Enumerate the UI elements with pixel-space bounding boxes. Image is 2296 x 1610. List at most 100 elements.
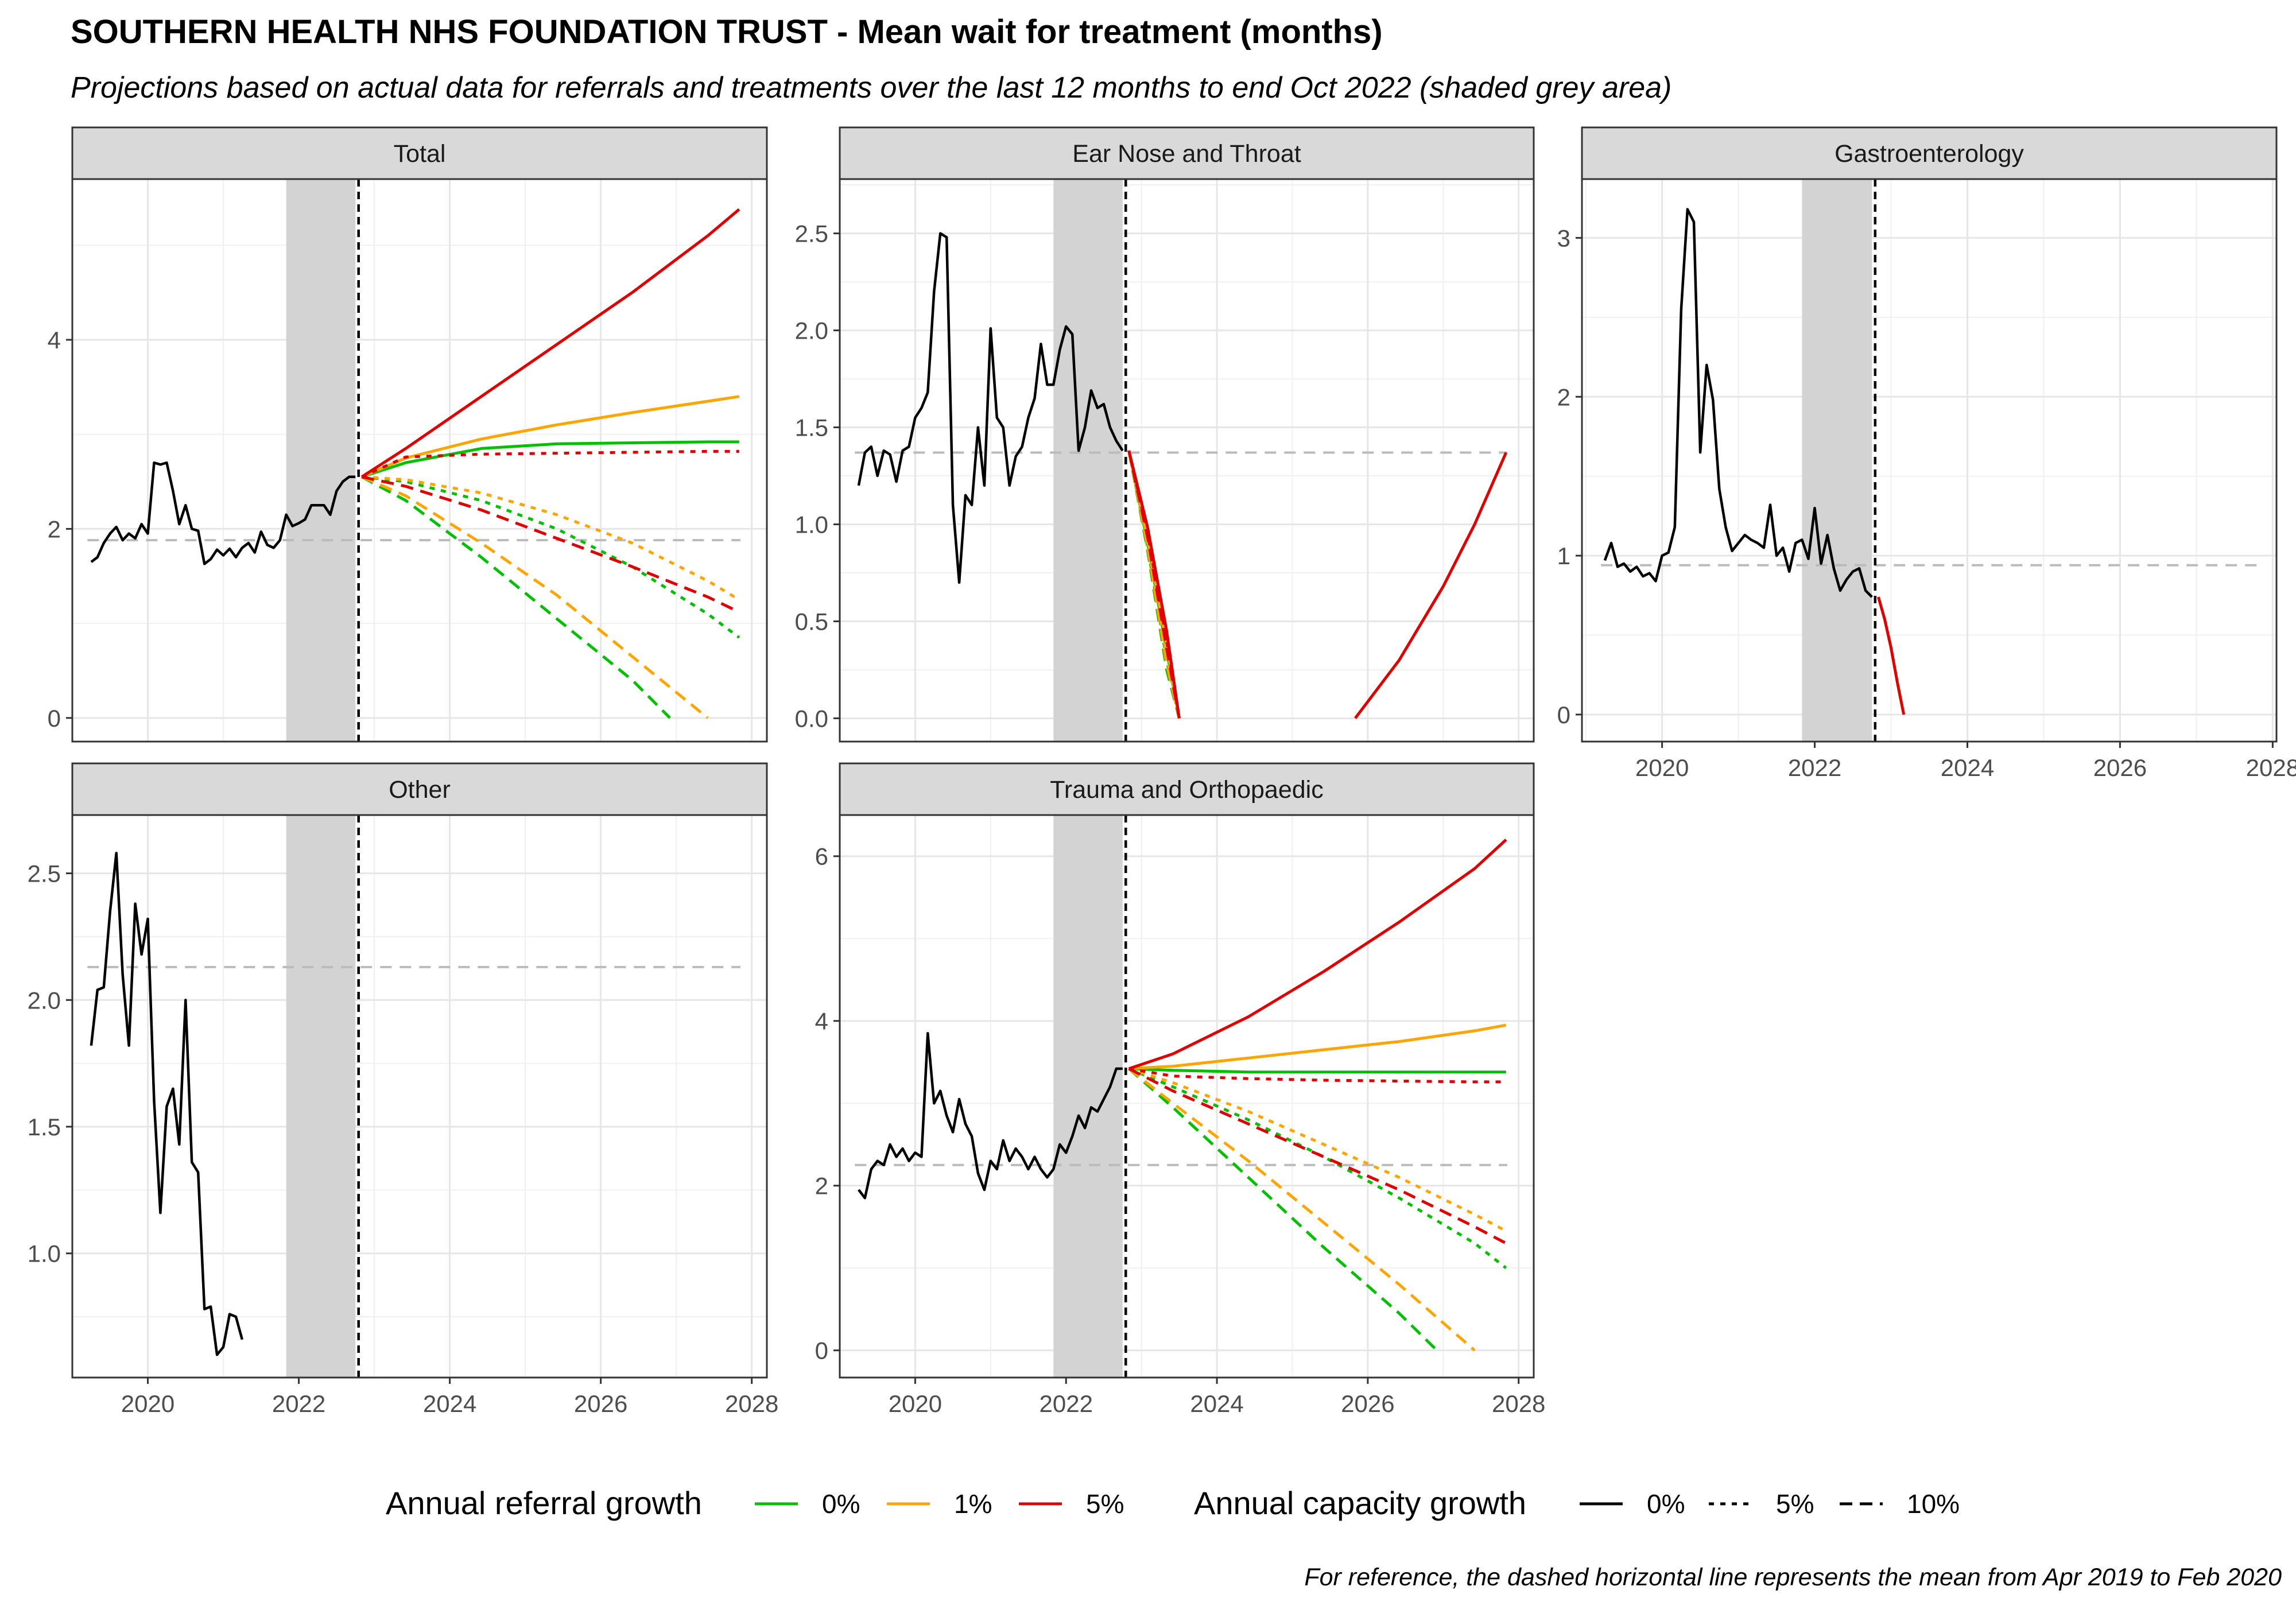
y-tick-label: 1 (1557, 542, 1570, 569)
grid (72, 179, 767, 742)
shaded-period (1802, 179, 1872, 742)
chart-subtitle: Projections based on actual data for ref… (71, 71, 1671, 104)
y-tick-label: 2 (815, 1173, 828, 1200)
strip-background (839, 762, 1535, 816)
panel-gastroenterology: Gastroenterology 0 1 2 3 2020 2022 2024 2026 2028 (1557, 126, 2296, 781)
x-tick-label: 2024 (1941, 754, 1994, 781)
x-tick-label: 2028 (1492, 1390, 1545, 1417)
y-tick-label: 0 (1557, 701, 1570, 728)
projection-line-growth-5-capacity-0 (1127, 450, 1181, 719)
panel-trauma-and-orthopaedic: Trauma and Orthopaedic 0 2 4 6 2020 2022 2024 20… (815, 762, 1545, 1417)
legend-label-capacity-0: 0% (1647, 1489, 1685, 1519)
panel-other: Other 1.0 1.5 2.0 2.5 2020 2022 2024 2026 2028 (28, 762, 778, 1417)
x-tick-label: 2020 (889, 1390, 942, 1417)
y-tick-label: 1.0 (795, 511, 828, 538)
legend-label-capacity-5: 5% (1776, 1489, 1814, 1519)
panel-title: Total (394, 140, 446, 168)
y-tick-label: 1.5 (28, 1114, 61, 1140)
y-tick-label: 2.0 (795, 317, 828, 344)
legend-label-referral-0: 0% (822, 1489, 860, 1519)
x-tick-label: 2024 (423, 1390, 476, 1417)
projection-line-growth-0-capacity-5 (1128, 1067, 1507, 1270)
projection-line-growth-5-capacity-10 (1128, 1067, 1507, 1245)
projection-line-growth-0-capacity-0 (361, 440, 739, 479)
panel-title: Trauma and Orthopaedic (1050, 776, 1323, 804)
x-tick-label: 2022 (1788, 754, 1841, 781)
x-tick-label: 2020 (1635, 754, 1689, 781)
plot-background (840, 179, 1534, 742)
legend: Annual referral growth 0% 1% 5% Annual capac… (386, 1485, 1960, 1521)
grid (840, 815, 1534, 1378)
projection-line-growth-1-capacity-0 (1128, 1023, 1507, 1070)
projection-line-growth-0-capacity-0 (1128, 1067, 1506, 1074)
strip-background (71, 126, 768, 180)
projection-line-growth-5-capacity-5 (361, 449, 739, 479)
legend-label-capacity-10: 10% (1907, 1489, 1960, 1519)
actual-line (90, 461, 356, 565)
shaded-period (286, 815, 356, 1378)
actual-line (858, 1031, 1123, 1200)
grid (72, 815, 767, 1378)
chart-title: SOUTHERN HEALTH NHS FOUNDATION TRUST - M… (71, 13, 1383, 51)
y-tick-label: 1.0 (28, 1240, 61, 1267)
legend-label-referral-1: 1% (954, 1489, 992, 1519)
y-tick-label: 4 (815, 1008, 828, 1035)
y-tick-label: 2 (1557, 383, 1570, 410)
actual-line (857, 232, 1124, 584)
x-tick-label: 2028 (725, 1390, 778, 1417)
x-tick-label: 2024 (1190, 1390, 1243, 1417)
projection-line-growth-5-capacity-5 (1128, 1067, 1506, 1084)
x-tick-label: 2026 (2093, 754, 2147, 781)
y-tick-label: 0.0 (795, 705, 828, 732)
projection-line-growth-5-capacity-0 (1876, 596, 1906, 715)
panel-ear-nose-and-throat: Ear Nose and Throat 0.0 0.5 1.0 1.5 2.0 2.5 (795, 126, 1535, 743)
strip-background (839, 126, 1535, 180)
strip-background (1581, 126, 2278, 180)
legend-capacity-title: Annual capacity growth (1194, 1485, 1526, 1521)
y-tick-label: 3 (1557, 224, 1570, 251)
projection-line-growth-1-capacity-5 (362, 475, 740, 602)
y-tick-label: 6 (815, 843, 828, 870)
projection-line-growth-5-capacity-0 (1128, 839, 1507, 1070)
shaded-period (1053, 815, 1123, 1378)
chart-caption: For reference, the dashed horizontal lin… (1304, 1564, 2282, 1591)
panel-title: Other (389, 776, 451, 804)
plot-background (1582, 179, 2276, 742)
x-tick-label: 2020 (121, 1390, 174, 1417)
y-tick-label: 0.5 (795, 608, 828, 635)
projection-line-growth-5-capacity-0 (360, 208, 740, 478)
y-tick-label: 0 (48, 705, 61, 732)
x-tick-label: 2022 (272, 1390, 325, 1417)
x-tick-label: 2026 (574, 1390, 627, 1417)
panel-total: Total 0 2 4 (48, 126, 768, 743)
legend-label-referral-5: 5% (1086, 1489, 1124, 1519)
actual-line (90, 851, 244, 1356)
plot-background (72, 815, 767, 1378)
y-tick-label: 1.5 (795, 414, 828, 441)
y-tick-label: 4 (48, 327, 61, 354)
panel-title: Gastroenterology (1835, 140, 2024, 168)
projection-line-growth-0-capacity-10 (361, 475, 671, 719)
projection-line-growth-5-capacity-10 (361, 475, 740, 614)
projection-line-growth-1-capacity-10 (361, 475, 709, 719)
x-tick-label: 2026 (1341, 1390, 1394, 1417)
projection-line-growth-5-capacity-0 (1354, 452, 1508, 719)
projection-line-growth-1-capacity-10 (1128, 1067, 1476, 1352)
y-tick-label: 2.5 (795, 220, 828, 247)
projection-line-growth-1-capacity-5 (1128, 1067, 1507, 1232)
strip-background (71, 762, 768, 816)
x-tick-label: 2022 (1040, 1390, 1093, 1417)
projection-line-growth-0-capacity-10 (1128, 1068, 1438, 1352)
legend-referral-title: Annual referral growth (386, 1485, 702, 1521)
actual-line (1603, 208, 1873, 598)
panel-title: Ear Nose and Throat (1072, 140, 1301, 168)
y-tick-label: 2.0 (28, 987, 61, 1014)
y-tick-label: 2.5 (28, 860, 61, 887)
x-tick-label: 2028 (2246, 754, 2296, 781)
y-tick-label: 2 (48, 515, 61, 542)
shaded-period (1053, 179, 1123, 742)
shaded-period (286, 179, 356, 742)
y-tick-label: 0 (815, 1337, 828, 1364)
